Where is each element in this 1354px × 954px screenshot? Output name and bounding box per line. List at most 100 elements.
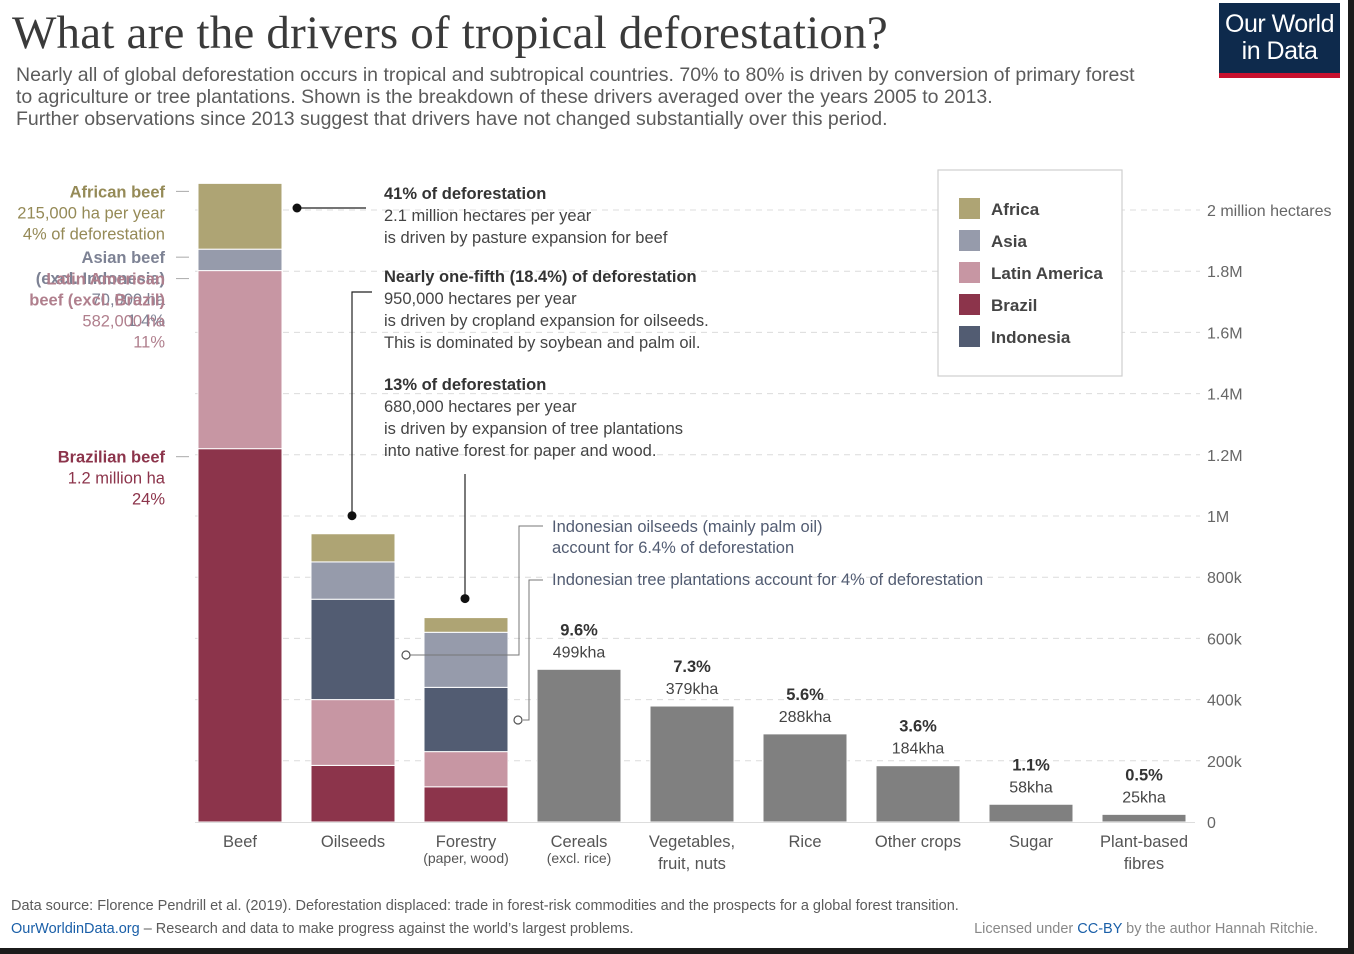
beef-label-line: 24% — [132, 491, 165, 509]
bar-pct-label: 7.3% — [673, 658, 711, 676]
x-tick-label: Sugar — [1009, 833, 1054, 851]
x-tick-sublabel: fibres — [1124, 855, 1164, 873]
beef-annotation-dot — [292, 203, 302, 213]
bar-segment — [197, 270, 283, 450]
beef-label-line: 70,000 ha — [92, 291, 166, 309]
beef-label-line: (excl. Indonesia) — [36, 270, 165, 288]
legend-swatch — [959, 198, 980, 219]
bar-segment — [988, 803, 1074, 823]
legend-swatch — [959, 230, 980, 251]
bar-segment — [310, 561, 396, 600]
oilseeds-annotation-connector — [351, 291, 372, 516]
x-tick-label: Oilseeds — [321, 833, 385, 851]
subtitle-line: Further observations since 2013 suggest … — [16, 108, 888, 130]
legend-label: Latin America — [991, 264, 1103, 283]
bar-value-label: 499kha — [553, 644, 606, 661]
license-prefix: Licensed under — [974, 921, 1078, 937]
forestry-annotation-dot — [460, 594, 470, 604]
bar-segment — [423, 686, 509, 753]
indonesia-oilseeds-note: account for 6.4% of deforestation — [552, 539, 794, 557]
y-tick-label: 400k — [1207, 693, 1243, 710]
bar-segment — [875, 765, 961, 823]
bar-segment — [197, 182, 283, 250]
subtitle-line: to agriculture or tree plantations. Show… — [16, 86, 993, 108]
y-tick-label: 1.2M — [1207, 448, 1243, 465]
bar-value-label: 25kha — [1122, 789, 1166, 806]
indonesia-oilseeds-connector — [410, 525, 543, 656]
x-tick-sublabel: (excl. rice) — [547, 850, 612, 866]
x-tick-label: Rice — [788, 833, 821, 851]
bar-segment — [649, 705, 735, 823]
bar-pct-label: 1.1% — [1012, 756, 1050, 774]
x-tick-label: Forestry — [436, 833, 497, 851]
y-tick-label: 1.8M — [1207, 264, 1243, 281]
legend-label: Africa — [991, 200, 1040, 219]
logo-line: Our World — [1225, 10, 1334, 38]
bar-pct-label: 3.6% — [899, 718, 937, 736]
beef-label-line: 1.2 million ha — [68, 470, 166, 488]
subtitle-line: Nearly all of global deforestation occur… — [16, 64, 1135, 86]
logo-line: in Data — [1241, 37, 1318, 65]
bar-segment — [423, 751, 509, 788]
x-tick-sublabel: fruit, nuts — [658, 855, 726, 873]
y-tick-label: 800k — [1207, 570, 1243, 587]
bar-segment — [423, 786, 509, 823]
y-tick-label: 200k — [1207, 754, 1243, 771]
bar-pct-label: 9.6% — [560, 621, 598, 639]
bar-pct-label: 0.5% — [1125, 766, 1163, 784]
annotation-line: 680,000 hectares per year — [384, 398, 577, 416]
y-tick-label: 0 — [1207, 815, 1216, 832]
y-tick-label: 1.4M — [1207, 387, 1243, 404]
bar-value-label: 58kha — [1009, 779, 1053, 796]
bar-pct-label: 5.6% — [786, 686, 824, 704]
bar-segment — [310, 764, 396, 823]
bar-segment — [423, 617, 509, 633]
bar-segment — [1101, 813, 1187, 823]
legend-label: Brazil — [991, 296, 1037, 315]
x-tick-label: Plant-based — [1100, 833, 1188, 851]
legend-swatch — [959, 262, 980, 283]
legend-label: Asia — [991, 232, 1027, 251]
annotation-line: This is dominated by soybean and palm oi… — [384, 334, 700, 352]
bar-segment — [197, 248, 283, 272]
annotation-line: is driven by pasture expansion for beef — [384, 229, 668, 247]
beef-label-line: 1.4% — [127, 312, 165, 330]
legend-label: Indonesia — [991, 328, 1071, 347]
annotation-line: into native forest for paper and wood. — [384, 442, 656, 460]
owid-logo[interactable]: Our World in Data — [1219, 3, 1340, 78]
annotation-line: 2.1 million hectares per year — [384, 207, 592, 225]
bar-segment — [762, 733, 848, 823]
frame-edge — [1348, 0, 1354, 954]
indonesia-forestry-connector — [523, 579, 543, 721]
bar-segment — [423, 631, 509, 688]
beef-label-line: African beef — [70, 183, 166, 201]
oilseeds-annotation-dot — [347, 511, 357, 521]
annotation-line: Nearly one-fifth (18.4%) of deforestatio… — [384, 268, 697, 286]
legend-swatch — [959, 294, 980, 315]
chart-title: What are the drivers of tropical defores… — [12, 7, 888, 59]
beef-label-line: Latin American — [46, 271, 165, 289]
license-link[interactable]: CC-BY — [1077, 921, 1123, 937]
bar-segment — [536, 668, 622, 823]
bar-segment — [197, 448, 283, 823]
beef-label-line: 4% of deforestation — [23, 225, 165, 243]
owid-site-link[interactable]: OurWorldinData.org — [11, 921, 140, 937]
data-source: Data source: Florence Pendrill et al. (2… — [11, 898, 959, 914]
y-tick-label: 600k — [1207, 631, 1243, 648]
beef-label-line: Brazilian beef — [58, 449, 166, 467]
legend-swatch — [959, 326, 980, 347]
frame-edge — [0, 948, 1354, 954]
annotation-line: 41% of deforestation — [384, 185, 546, 203]
logo-accent-bar — [1219, 73, 1340, 78]
y-tick-label: 1M — [1207, 509, 1229, 526]
annotation-line: is driven by expansion of tree plantatio… — [384, 420, 683, 438]
bar-value-label: 288kha — [779, 709, 832, 726]
license-note: Licensed under CC-BY by the author Hanna… — [974, 921, 1318, 937]
x-tick-label: Vegetables, — [649, 833, 735, 851]
indonesia-oilseeds-note: Indonesian oilseeds (mainly palm oil) — [552, 518, 823, 536]
bar-value-label: 379kha — [666, 681, 719, 698]
x-tick-label: Beef — [223, 833, 257, 851]
indonesia-forestry-marker — [513, 715, 523, 725]
license-suffix: by the author Hannah Ritchie. — [1122, 921, 1318, 937]
footer-tagline: – Research and data to make progress aga… — [139, 921, 634, 937]
